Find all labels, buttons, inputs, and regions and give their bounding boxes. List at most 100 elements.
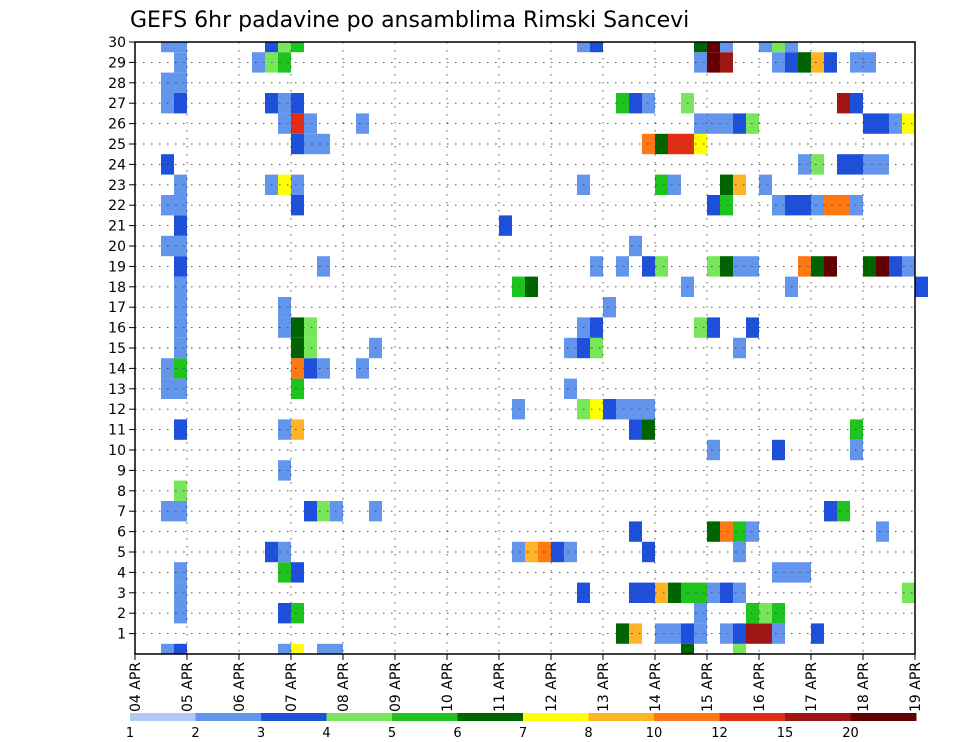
y-tick-label: 6: [117, 525, 126, 541]
heatmap-cell: [720, 42, 733, 53]
heatmap-cell: [811, 256, 824, 277]
heatmap-cell: [174, 276, 187, 297]
heatmap-cell: [317, 133, 330, 155]
heatmap-cell: [876, 154, 889, 175]
x-tick-label: 09 APR: [388, 662, 404, 712]
heatmap-cell: [798, 195, 811, 216]
heatmap-cell: [304, 113, 317, 134]
heatmap-cell: [291, 337, 304, 359]
heatmap-cell: [291, 562, 304, 583]
y-tick-label: 26: [108, 117, 126, 133]
heatmap-cell: [720, 174, 733, 195]
heatmap-cell: [291, 42, 304, 53]
heatmap-cell: [317, 358, 330, 379]
x-tick-label: 08 APR: [336, 662, 352, 712]
y-tick-label: 16: [108, 321, 126, 337]
heatmap-cell: [174, 337, 187, 359]
heatmap-cell: [707, 113, 720, 134]
heatmap-cell: [174, 93, 187, 114]
heatmap-cell: [707, 439, 720, 461]
heatmap-cell: [733, 643, 746, 654]
heatmap-cell: [174, 603, 187, 624]
colorbar-label: 6: [453, 726, 461, 741]
heatmap-cell: [512, 276, 525, 297]
heatmap-cell: [174, 52, 187, 73]
heatmap-cell: [837, 154, 850, 175]
y-tick-label: 18: [108, 280, 126, 296]
y-tick-label: 13: [108, 382, 126, 398]
x-tick-label: 05 APR: [180, 662, 196, 712]
y-tick-label: 9: [117, 463, 126, 479]
y-axis: 1234567891011121314151617181920212223242…: [108, 35, 135, 643]
heatmap-cell: [278, 42, 291, 53]
heatmap-cell: [668, 174, 681, 195]
heatmap-cell: [590, 256, 603, 277]
heatmap-cell: [174, 562, 187, 583]
heatmap-cell: [720, 195, 733, 216]
heatmap-cell: [265, 42, 278, 53]
heatmap-cell: [629, 399, 642, 420]
heatmap-cell: [291, 603, 304, 624]
heatmap-cell: [291, 93, 304, 114]
heatmap-cell: [564, 337, 577, 359]
heatmap-cell: [772, 439, 785, 461]
heatmap-cell: [876, 256, 889, 277]
heatmap-cell: [720, 521, 733, 542]
y-tick-label: 4: [117, 565, 126, 581]
y-tick-label: 11: [108, 423, 126, 439]
y-tick-label: 7: [117, 504, 126, 520]
heatmap-cell: [824, 256, 837, 277]
heatmap-cell: [720, 623, 733, 644]
colorbar-label: 10: [646, 726, 663, 741]
heatmap-cell: [616, 256, 629, 277]
heatmap-cell: [759, 623, 772, 644]
heatmap-cell: [811, 195, 824, 216]
colorbar-swatch: [588, 713, 655, 721]
heatmap-cell: [278, 297, 291, 318]
heatmap-cell: [291, 643, 304, 654]
y-tick-label: 28: [108, 76, 126, 92]
heatmap-cell: [564, 541, 577, 563]
heatmap-cell: [161, 42, 174, 53]
heatmap-cell: [733, 541, 746, 563]
heatmap-cell: [590, 337, 603, 359]
heatmap-cell: [174, 582, 187, 603]
heatmap-cell: [161, 643, 174, 654]
heatmap-cell: [629, 419, 642, 440]
colorbar-swatch: [261, 713, 327, 721]
heatmap-cell: [278, 460, 291, 481]
heatmap-cell: [291, 133, 304, 155]
x-tick-label: 06 APR: [232, 662, 248, 712]
heatmap-cell: [616, 623, 629, 644]
heatmap-cell: [174, 215, 187, 236]
colorbar-label: 3: [257, 726, 265, 741]
y-tick-label: 15: [108, 341, 126, 357]
heatmap-cell: [174, 378, 187, 399]
heatmap-cell: [603, 399, 616, 420]
colorbar-swatch: [850, 713, 917, 721]
colorbar-swatch: [326, 713, 393, 721]
heatmap-cell: [811, 52, 824, 73]
colorbar-label: 12: [711, 726, 728, 741]
heatmap-cell: [772, 195, 785, 216]
x-tick-label: 14 APR: [648, 662, 664, 712]
y-tick-label: 10: [108, 443, 126, 459]
heatmap-cell: [655, 133, 668, 155]
y-tick-label: 27: [108, 96, 126, 112]
heatmap-cell: [629, 623, 642, 644]
heatmap-cell: [694, 113, 707, 134]
heatmap-cell: [174, 256, 187, 277]
heatmap-cell: [759, 42, 772, 53]
heatmap-cell: [733, 521, 746, 542]
heatmap-cell: [694, 603, 707, 624]
heatmap-cell: [707, 42, 720, 53]
heatmap-cell: [278, 317, 291, 338]
heatmap-cell: [733, 174, 746, 195]
heatmap-cell: [291, 174, 304, 195]
heatmap-cell: [174, 317, 187, 338]
heatmap-cell: [304, 337, 317, 359]
y-tick-label: 14: [108, 361, 126, 377]
heatmap-cell: [798, 52, 811, 73]
heatmap-cell: [694, 52, 707, 73]
